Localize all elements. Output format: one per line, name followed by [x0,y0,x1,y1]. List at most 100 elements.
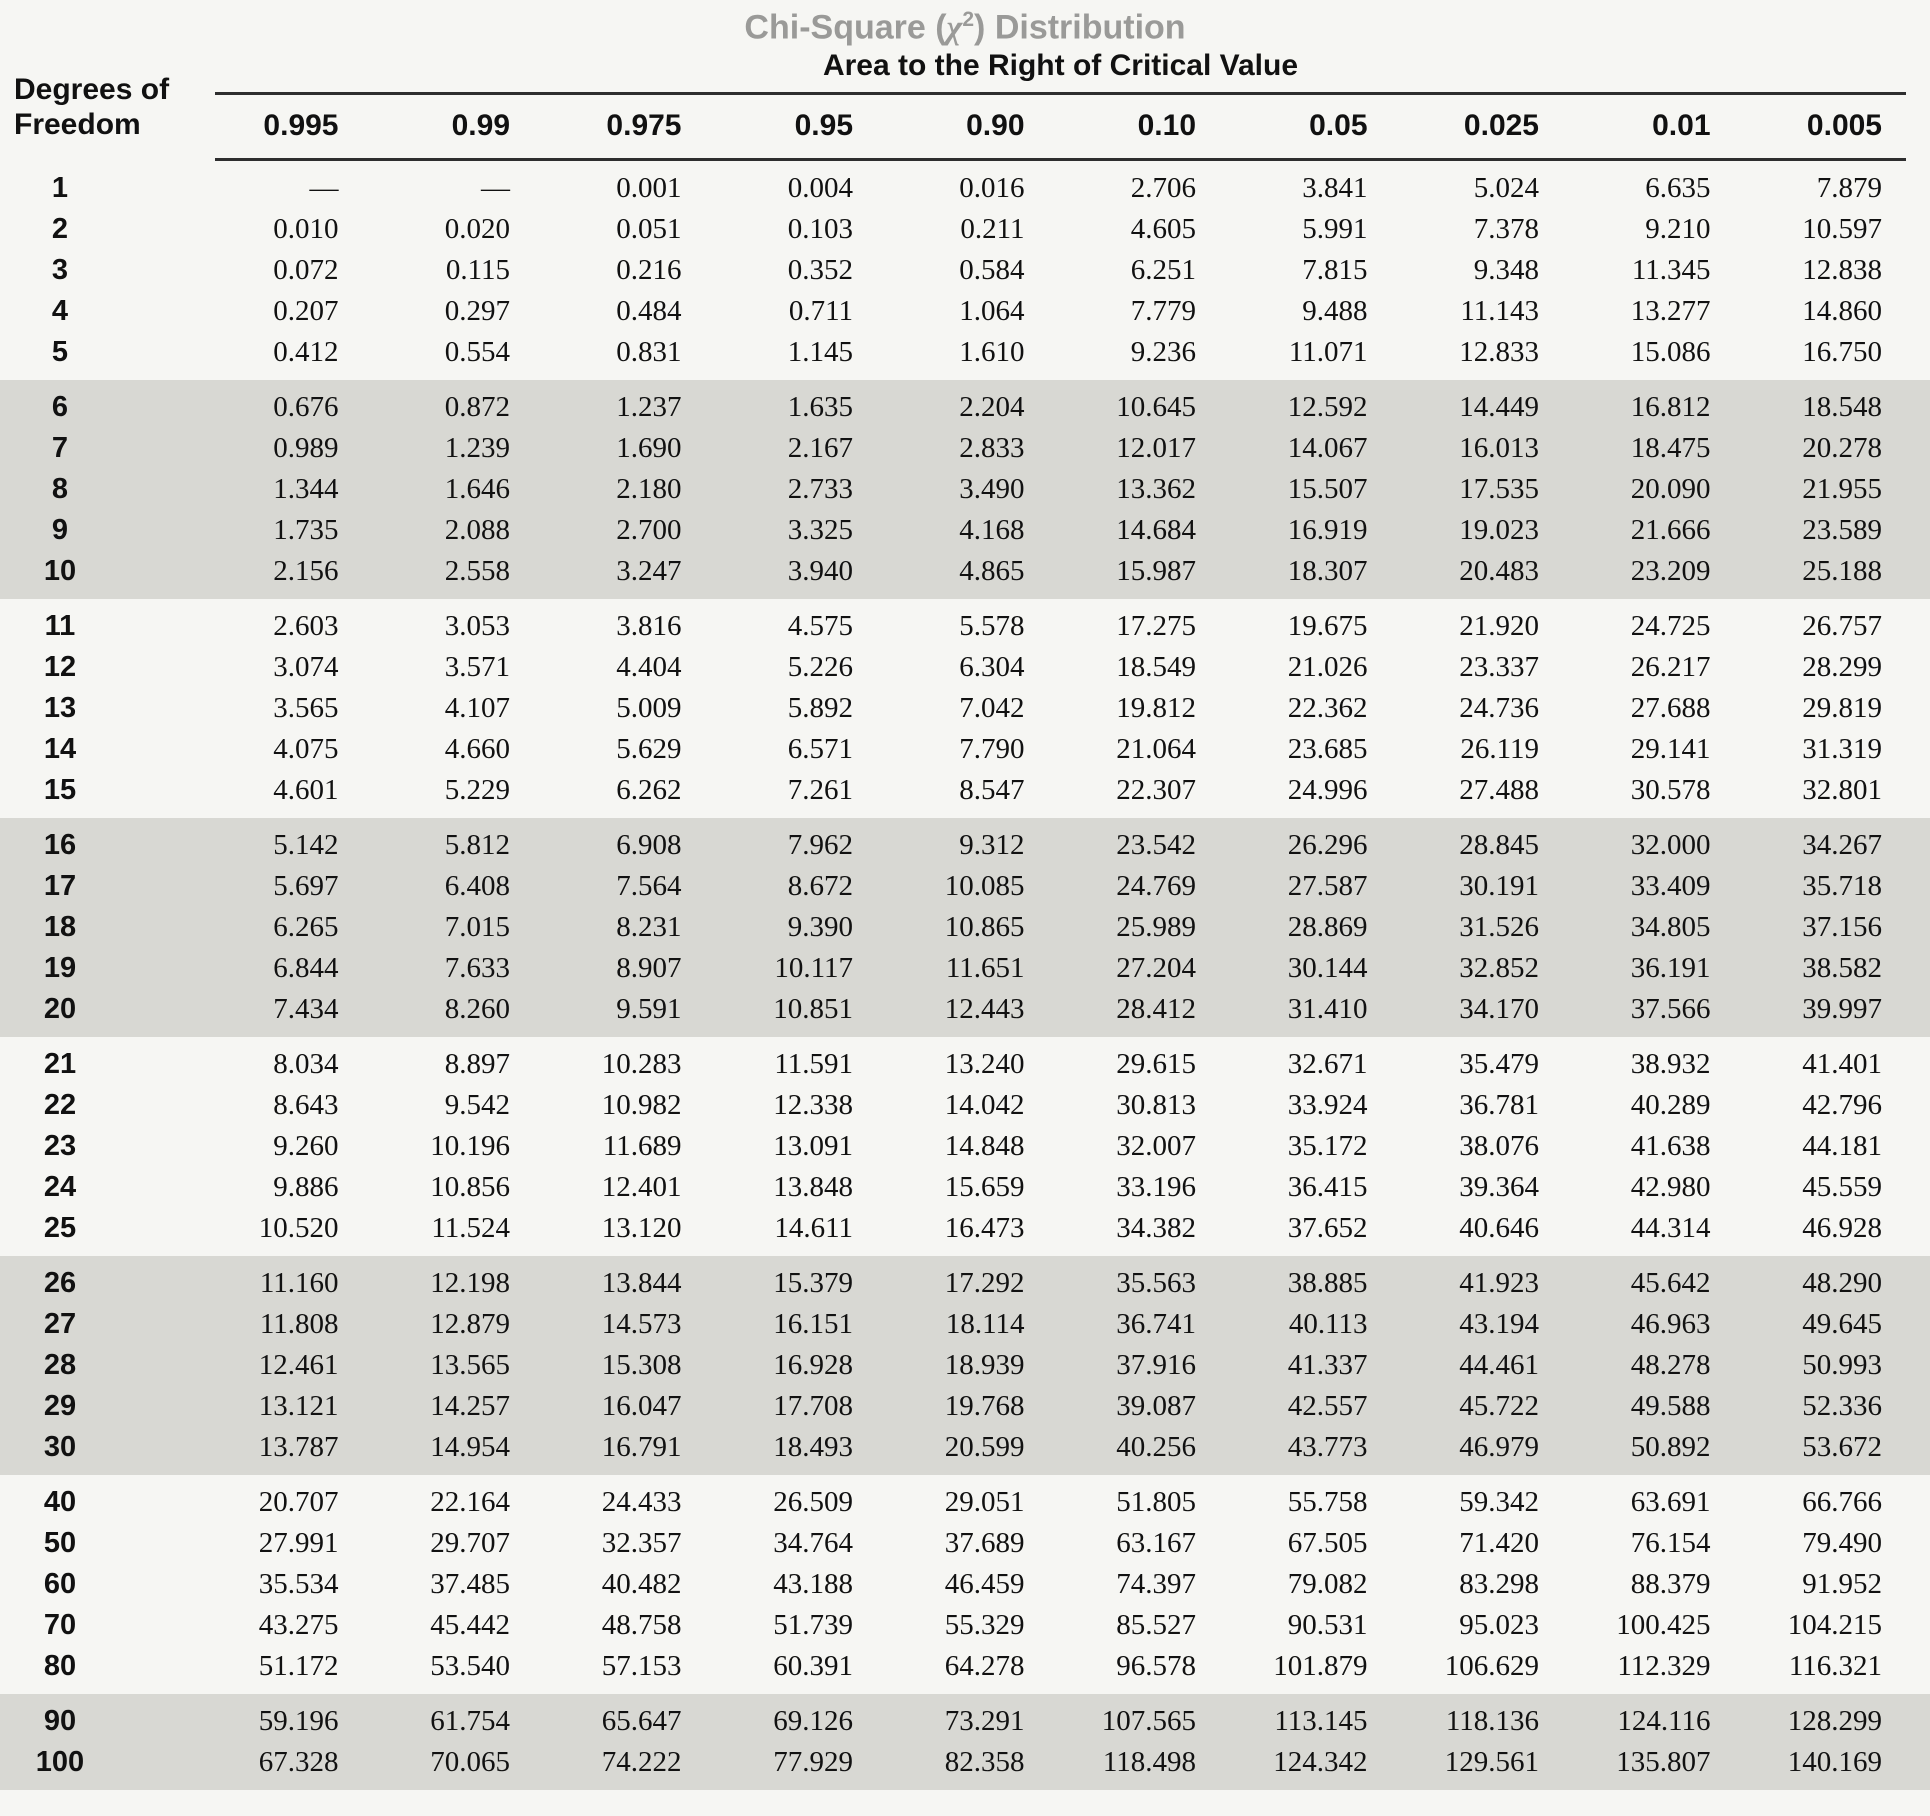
value-cell: 46.928 [1802,1211,1882,1244]
value-cell: 34.170 [1459,992,1539,1025]
value-cell: 128.299 [1787,1704,1882,1737]
value-cell: 6.262 [616,773,682,806]
value-cell: 63.691 [1630,1485,1711,1518]
value-cell: 15.379 [773,1266,853,1299]
value-cell: 0.554 [444,335,510,368]
value-cell: 18.475 [1630,431,1711,464]
value-cell: 20.599 [944,1430,1025,1463]
value-cell: 35.534 [258,1567,339,1600]
value-cell: 41.337 [1287,1348,1368,1381]
value-cell: 15.308 [601,1348,682,1381]
value-cell: 40.289 [1630,1088,1711,1121]
value-cell: 12.838 [1802,253,1882,286]
value-cell: 36.191 [1630,951,1711,984]
df-cell: 8 [51,472,69,505]
value-cell: 71.420 [1459,1526,1539,1559]
df-cell: 100 [35,1745,85,1778]
df-cell: 40 [43,1485,77,1518]
value-cell: 43.188 [773,1567,853,1600]
df-cell: 21 [43,1047,77,1080]
value-cell: 28.412 [1116,992,1196,1025]
value-cell: 10.645 [1116,390,1196,423]
value-cell: 9.390 [787,910,853,943]
value-cell: 45.442 [430,1608,510,1641]
value-cell: 0.115 [445,253,510,286]
df-cell: 28 [43,1348,77,1381]
value-cell: 4.575 [787,609,853,642]
value-cell: 66.766 [1802,1485,1882,1518]
value-cell: 11.689 [602,1129,682,1162]
value-cell: 55.329 [944,1608,1025,1641]
table-row: 70 43.275 45.442 48.758 51.739 55.329 85.527 90… [0,1605,1930,1646]
value-cell: 3.053 [444,609,510,642]
value-cell: 135.807 [1616,1745,1711,1778]
value-cell: 33.924 [1287,1088,1368,1121]
df-cell: 80 [43,1649,77,1682]
value-cell: 0.103 [787,212,853,245]
value-cell: 2.706 [1130,171,1196,204]
column-header: 0.025 [1463,108,1539,142]
df-cell: 23 [43,1129,77,1162]
value-cell: 39.364 [1459,1170,1539,1203]
table-row: 4 0.207 0.297 0.484 0.711 1.064 7.779 9.488 11.1… [0,291,1930,332]
value-cell: 2.204 [959,390,1025,423]
value-cell: 0.484 [616,294,682,327]
value-cell: 21.064 [1116,732,1196,765]
value-cell: 5.991 [1302,212,1368,245]
row-group: 21 8.034 8.897 10.283 11.591 13.240 29.615 32.6… [0,1037,1930,1256]
value-cell: 85.527 [1116,1608,1196,1641]
value-cell: 6.908 [616,828,682,861]
value-cell: 15.086 [1630,335,1711,368]
value-cell: 19.023 [1459,513,1539,546]
row-group: 1 — — 0.001 0.004 0.016 2.706 3.841 5.024 6.635 7.… [0,161,1930,380]
value-cell: 10.597 [1802,212,1882,245]
value-cell: 32.357 [601,1526,682,1559]
value-cell: 2.558 [444,554,510,587]
value-cell: 3.571 [444,650,510,683]
value-cell: 48.290 [1802,1266,1882,1299]
value-cell: 51.739 [773,1608,853,1641]
header-rule [215,157,1906,161]
value-cell: — [309,171,339,204]
value-cell: 1.145 [787,335,853,368]
value-cell: 18.548 [1802,390,1882,423]
table-row: 2 0.010 0.020 0.051 0.103 0.211 4.605 5.991 7.37… [0,209,1930,250]
value-cell: 1.239 [444,431,510,464]
value-cell: 26.757 [1802,609,1882,642]
value-cell: 10.283 [601,1047,682,1080]
value-cell: 49.588 [1630,1389,1711,1422]
value-cell: 24.996 [1287,773,1368,806]
value-cell: 35.172 [1287,1129,1368,1162]
table-row: 50 27.991 29.707 32.357 34.764 37.689 63.167 67… [0,1523,1930,1564]
value-cell: 37.916 [1116,1348,1196,1381]
value-cell: 30.144 [1287,951,1368,984]
value-cell: 24.433 [601,1485,682,1518]
value-cell: 112.329 [1617,1649,1711,1682]
value-cell: 11.524 [431,1211,510,1244]
table-row: 14 4.075 4.660 5.629 6.571 7.790 21.064 23.685 2… [0,729,1930,770]
value-cell: 7.815 [1302,253,1368,286]
value-cell: 129.561 [1444,1745,1539,1778]
value-cell: 31.410 [1287,992,1368,1025]
value-cell: 14.848 [944,1129,1025,1162]
df-cell: 14 [43,732,77,765]
value-cell: 0.412 [273,335,339,368]
df-cell: 20 [43,992,77,1025]
value-cell: 100.425 [1616,1608,1711,1641]
value-cell: 5.697 [273,869,339,902]
df-cell: 3 [51,253,69,286]
value-cell: 7.633 [444,951,510,984]
value-cell: 60.391 [773,1649,853,1682]
value-cell: 3.940 [787,554,853,587]
value-cell: 18.114 [945,1307,1025,1340]
value-cell: 7.261 [787,773,853,806]
value-cell: 3.841 [1302,171,1368,204]
value-cell: 27.488 [1459,773,1539,806]
value-cell: 4.601 [273,773,339,806]
value-cell: 5.024 [1473,171,1539,204]
value-cell: 91.952 [1802,1567,1882,1600]
value-cell: 15.507 [1287,472,1368,505]
value-cell: 69.126 [773,1704,853,1737]
value-cell: 29.141 [1630,732,1711,765]
value-cell: 67.328 [258,1745,339,1778]
